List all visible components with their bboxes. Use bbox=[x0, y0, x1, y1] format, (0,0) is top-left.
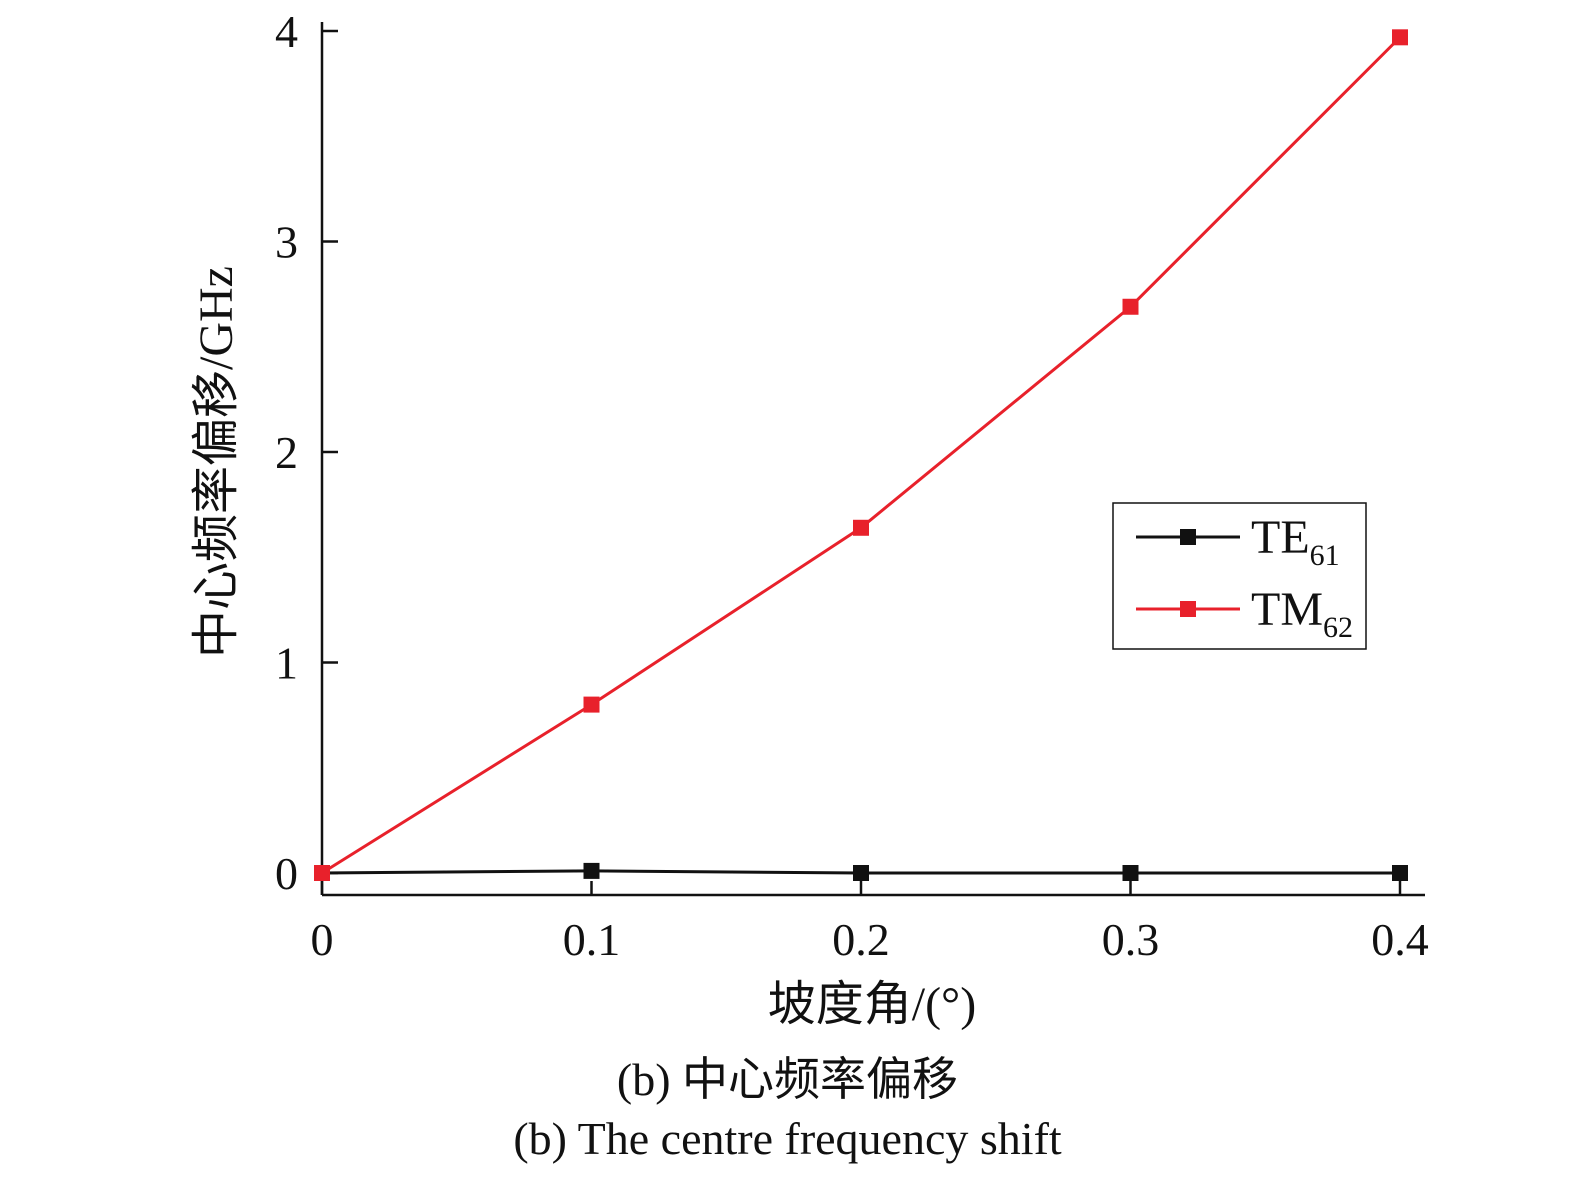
legend-box bbox=[1112, 502, 1367, 650]
data-point bbox=[314, 865, 330, 881]
legend-label-subscript: 62 bbox=[1323, 611, 1353, 644]
figure-caption-zh: (b) 中心频率偏移 bbox=[616, 1054, 959, 1105]
data-point bbox=[853, 519, 869, 536]
data-point bbox=[1392, 29, 1408, 46]
data-point bbox=[583, 696, 600, 713]
data-point bbox=[1122, 865, 1139, 881]
series-tm62 bbox=[314, 29, 1408, 881]
series-te61 bbox=[314, 862, 1408, 881]
x-axis-label: 坡度角/(°) bbox=[768, 978, 977, 1031]
y-tick-label: 3 bbox=[275, 217, 298, 268]
axes: 0 0.1 0.2 0.3 0.4 0 1 2 3 4 bbox=[275, 6, 1429, 965]
x-tick-label: 0.4 bbox=[1371, 914, 1429, 965]
y-tick-label: 2 bbox=[275, 427, 298, 478]
figure-caption-en: (b) The centre frequency shift bbox=[513, 1113, 1062, 1164]
x-tick-label: 0.3 bbox=[1102, 914, 1160, 965]
x-tick-label: 0.1 bbox=[563, 914, 621, 965]
data-point bbox=[853, 865, 869, 881]
series-line bbox=[321, 36, 1402, 875]
y-axis-label: 中心频率偏移/GHz bbox=[190, 266, 243, 658]
x-tick-label: 0.2 bbox=[832, 914, 890, 965]
y-tick-label: 0 bbox=[275, 848, 298, 899]
x-tick-label: 0 bbox=[311, 914, 334, 965]
legend-label-subscript: 61 bbox=[1310, 539, 1340, 572]
legend-marker bbox=[1180, 601, 1196, 617]
data-point bbox=[1392, 865, 1408, 881]
data-point bbox=[583, 862, 600, 879]
series-layer bbox=[314, 29, 1408, 881]
y-tick-label: 1 bbox=[275, 638, 298, 689]
y-tick-label: 4 bbox=[275, 6, 298, 57]
legend-marker bbox=[1180, 529, 1196, 545]
data-point bbox=[1122, 298, 1139, 315]
